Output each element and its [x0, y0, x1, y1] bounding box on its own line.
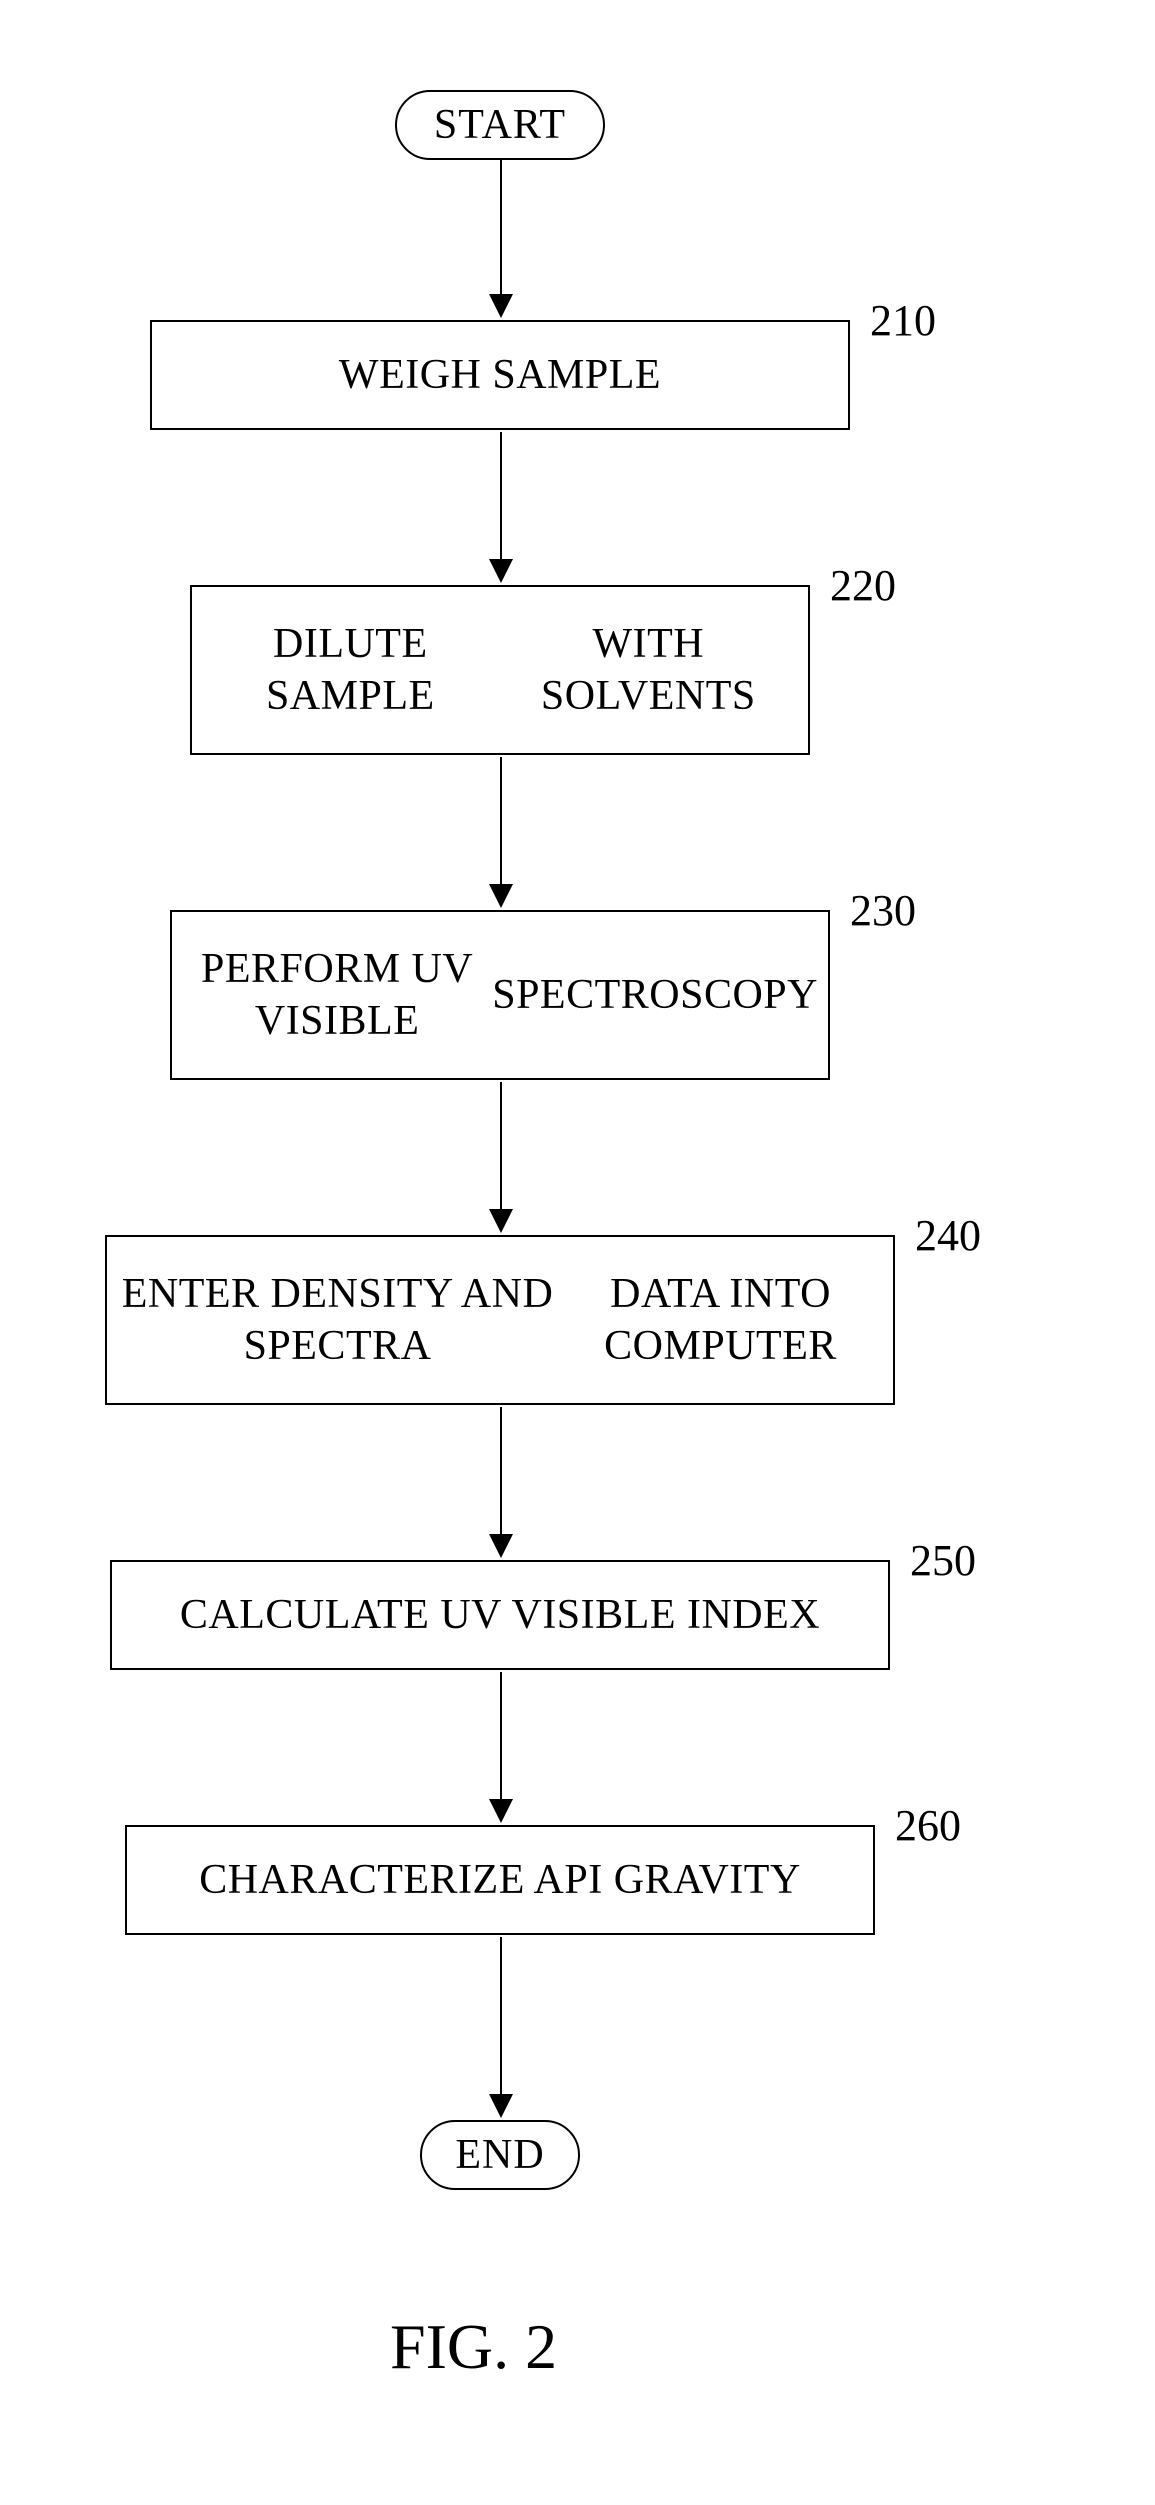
ref-number-230: 230 — [850, 885, 916, 936]
arrow-line — [500, 1082, 502, 1211]
step-text: CALCULATE UV VISIBLE INDEX — [180, 1589, 820, 1642]
process-step-230: PERFORM UV VISIBLESPECTROSCOPY — [170, 910, 830, 1080]
arrow-line — [500, 757, 502, 886]
step-text: DATA INTO COMPUTER — [558, 1268, 883, 1373]
step-text: CHARACTERIZE API GRAVITY — [199, 1854, 801, 1907]
process-step-210: WEIGH SAMPLE — [150, 320, 850, 430]
step-text: WEIGH SAMPLE — [339, 349, 661, 402]
flowchart-container: START END WEIGH SAMPLE 210 DILUTE SAMPLEWITH… — [0, 0, 1155, 2505]
arrow-head — [489, 559, 513, 583]
step-text: PERFORM UV VISIBLE — [182, 943, 492, 1048]
ref-number-250: 250 — [910, 1535, 976, 1586]
arrow-head — [489, 1799, 513, 1823]
figure-caption: FIG. 2 — [390, 2310, 557, 2384]
arrow-head — [489, 294, 513, 318]
terminal-start: START — [395, 90, 605, 160]
process-step-260: CHARACTERIZE API GRAVITY — [125, 1825, 875, 1935]
process-step-250: CALCULATE UV VISIBLE INDEX — [110, 1560, 890, 1670]
step-text: DILUTE SAMPLE — [202, 618, 499, 723]
process-step-220: DILUTE SAMPLEWITH SOLVENTS — [190, 585, 810, 755]
arrow-head — [489, 1209, 513, 1233]
ref-number-240: 240 — [915, 1210, 981, 1261]
arrow-head — [489, 1534, 513, 1558]
terminal-end: END — [420, 2120, 580, 2190]
arrow-line — [500, 432, 502, 561]
ref-number-260: 260 — [895, 1800, 961, 1851]
process-step-240: ENTER DENSITY AND SPECTRADATA INTO COMPU… — [105, 1235, 895, 1405]
arrow-line — [500, 160, 502, 296]
step-text: WITH SOLVENTS — [499, 618, 798, 723]
arrow-head — [489, 884, 513, 908]
ref-number-210: 210 — [870, 295, 936, 346]
arrow-head — [489, 2094, 513, 2118]
step-text: ENTER DENSITY AND SPECTRA — [117, 1268, 558, 1373]
step-text: SPECTROSCOPY — [492, 969, 818, 1022]
arrow-line — [500, 1407, 502, 1536]
arrow-line — [500, 1672, 502, 1801]
ref-number-220: 220 — [830, 560, 896, 611]
arrow-line — [500, 1937, 502, 2096]
